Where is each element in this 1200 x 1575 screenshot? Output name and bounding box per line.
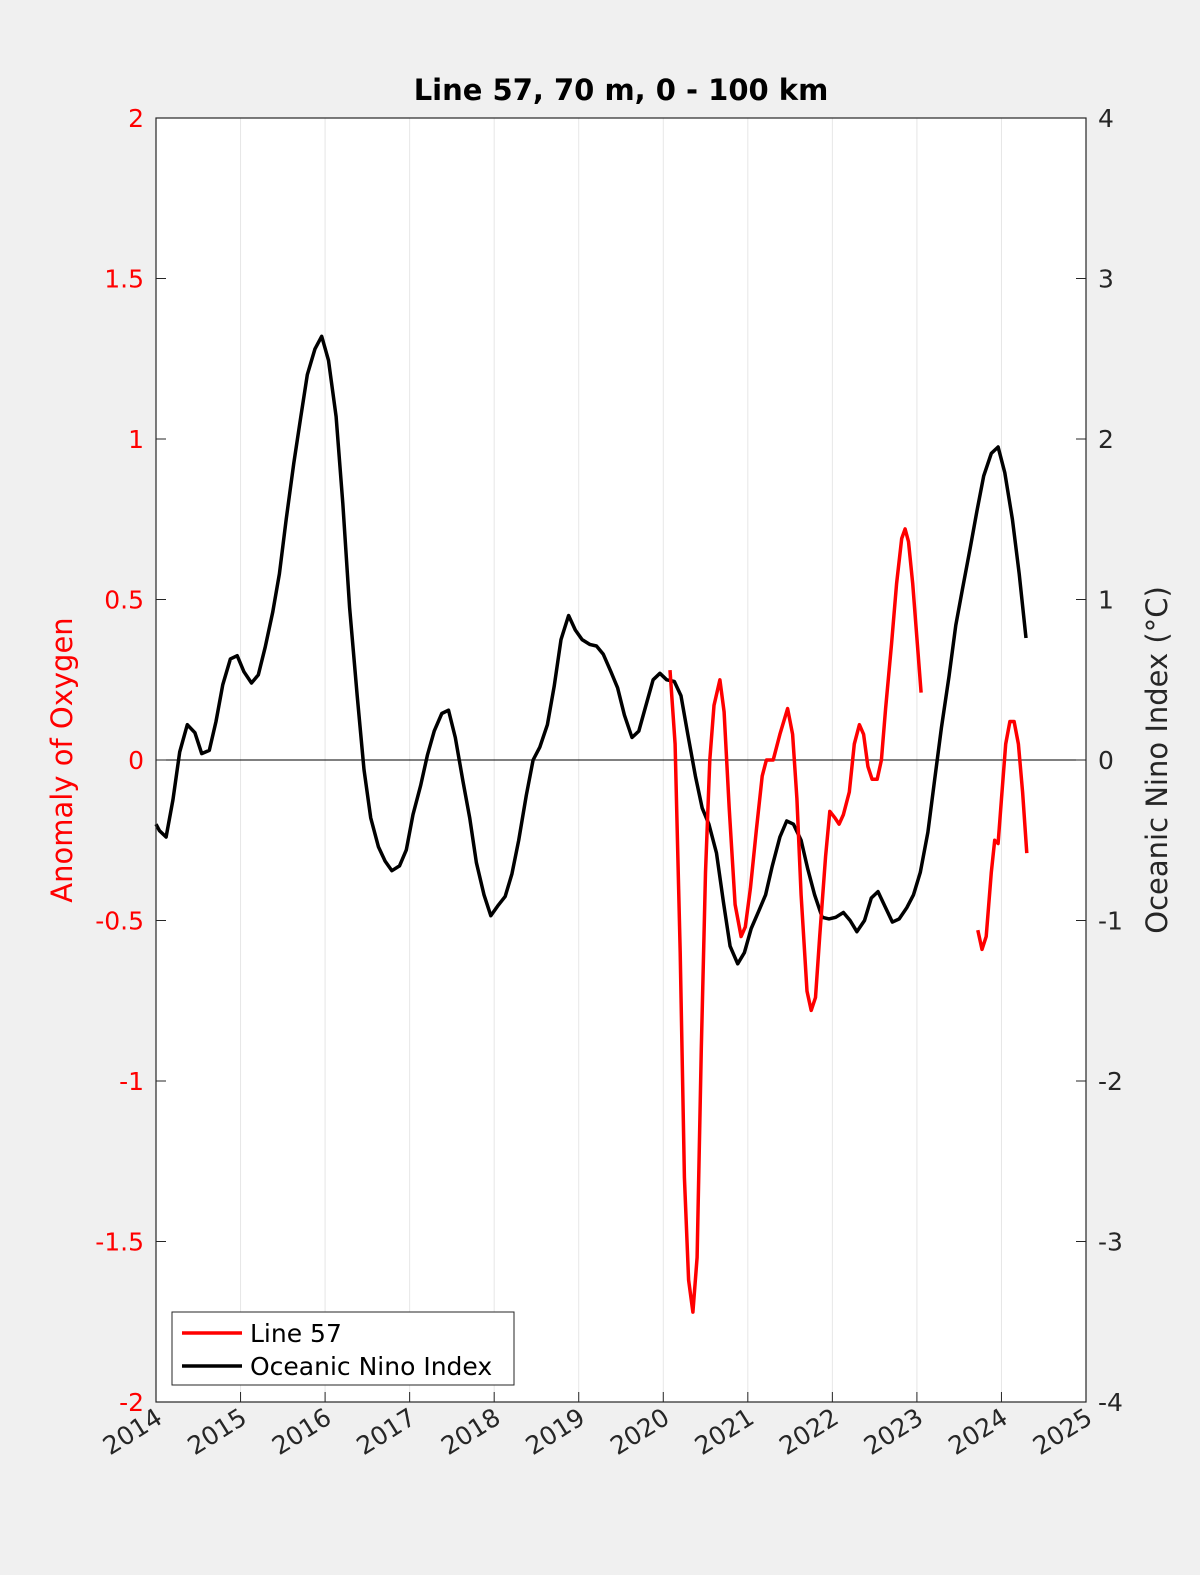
series-line-line57-segment-1 — [668, 527, 923, 1314]
left-tick-label: 0.5 — [104, 586, 144, 615]
right-tick-label: 3 — [1098, 265, 1114, 294]
right-y-axis: 4 3 2 1 0 -1 -2 -3 -4 — [1076, 104, 1123, 1417]
x-tick-label: 2025 — [1028, 1402, 1097, 1460]
series-line-line57-segment-2 — [976, 719, 1029, 952]
left-tick-label: -0.5 — [95, 907, 144, 936]
left-tick-label: 0 — [128, 746, 144, 775]
right-tick-label: 4 — [1098, 104, 1114, 133]
legend-label-oni: Oceanic Nino Index — [250, 1352, 492, 1381]
x-tick-label: 2019 — [521, 1402, 590, 1460]
right-tick-label: -2 — [1098, 1067, 1123, 1096]
right-tick-label: 0 — [1098, 746, 1114, 775]
chart-title: Line 57, 70 m, 0 - 100 km — [414, 73, 829, 107]
left-tick-label: 2 — [128, 104, 144, 133]
right-tick-label: -1 — [1098, 907, 1123, 936]
x-tick-label: 2022 — [774, 1402, 843, 1460]
left-y-axis-label: Anomaly of Oxygen — [45, 617, 79, 902]
left-tick-label: -2 — [119, 1388, 144, 1417]
left-tick-label: 1 — [128, 425, 144, 454]
x-tick-label: 2018 — [436, 1402, 505, 1460]
legend: Line 57 Oceanic Nino Index — [171, 1311, 515, 1386]
series-line-oceanic-nino-index — [154, 334, 1028, 966]
right-tick-label: -4 — [1098, 1388, 1123, 1417]
right-tick-label: 1 — [1098, 586, 1114, 615]
legend-label-line57: Line 57 — [250, 1319, 342, 1348]
right-y-axis-label: Oceanic Nino Index (°C) — [1140, 586, 1174, 934]
left-tick-label: -1 — [119, 1067, 144, 1096]
x-tick-label: 2017 — [351, 1402, 420, 1460]
x-tick-label: 2020 — [605, 1402, 674, 1460]
left-y-axis: 2 1.5 1 0.5 0 -0.5 -1 -1.5 -2 — [95, 104, 166, 1417]
series-layer — [154, 334, 1029, 1314]
x-tick-label: 2024 — [943, 1402, 1012, 1460]
right-tick-label: 2 — [1098, 425, 1114, 454]
x-tick-label: 2016 — [267, 1402, 336, 1460]
x-tick-label: 2015 — [182, 1402, 251, 1460]
legend-box — [171, 1311, 515, 1386]
left-tick-label: -1.5 — [95, 1228, 144, 1257]
right-tick-label: -3 — [1098, 1228, 1123, 1257]
x-tick-label: 2023 — [859, 1402, 928, 1460]
left-tick-label: 1.5 — [104, 265, 144, 294]
x-tick-label: 2021 — [690, 1402, 759, 1460]
